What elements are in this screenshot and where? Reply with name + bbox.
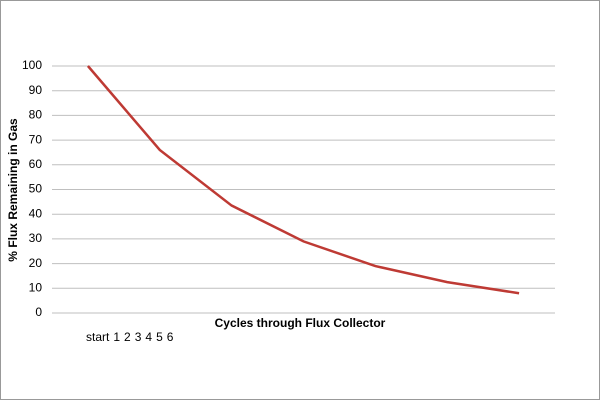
y-tick-label: 10 <box>29 280 43 294</box>
x-tick-label: 2 <box>124 330 131 344</box>
x-tick-label: 1 <box>113 330 120 344</box>
x-tick-label: 3 <box>135 330 142 344</box>
x-axis-title: Cycles through Flux Collector <box>215 316 386 330</box>
y-tick-label: 70 <box>29 132 43 146</box>
x-tick-label: start <box>86 330 110 344</box>
y-tick-label: 100 <box>22 58 42 72</box>
y-tick-label: 40 <box>29 206 43 220</box>
y-axis-title: % Flux Remaining in Gas <box>6 118 20 262</box>
y-tick-label: 0 <box>35 305 42 319</box>
x-tick-label: 5 <box>156 330 163 344</box>
x-tick-label: 4 <box>145 330 152 344</box>
y-tick-label: 30 <box>29 231 43 245</box>
x-tick-label: 6 <box>167 330 174 344</box>
data-line <box>86 65 520 295</box>
y-tick-label: 80 <box>29 108 43 122</box>
y-tick-label: 50 <box>29 182 43 196</box>
y-tick-label: 90 <box>29 83 43 97</box>
y-tick-label: 20 <box>29 256 43 270</box>
y-tick-label: 60 <box>29 157 43 171</box>
